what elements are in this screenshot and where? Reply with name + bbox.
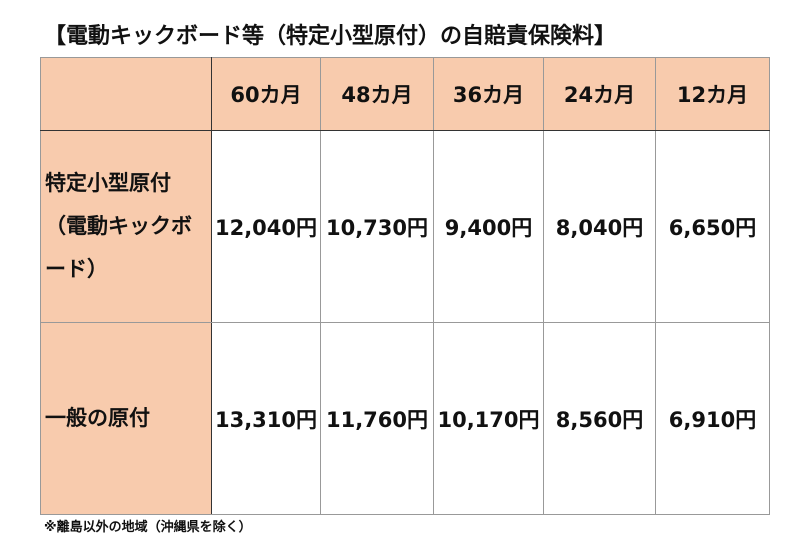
- header-cell: 36カ月: [433, 57, 544, 131]
- corner-cell: [40, 57, 212, 131]
- value-cell: 13,310円: [211, 322, 321, 515]
- header-cell: 12カ月: [655, 57, 770, 131]
- row-header: 一般の原付: [40, 322, 212, 515]
- table-title: 【電動キックボード等（特定小型原付）の自賠責保険料】: [44, 24, 617, 49]
- insurance-table: 60カ月 48カ月 36カ月 24カ月 12カ月 特定小型原付（電動キックボード…: [40, 57, 770, 515]
- table-row: 特定小型原付（電動キックボード） 12,040円 10,730円 9,400円 …: [40, 130, 770, 323]
- value-cell: 8,040円: [543, 130, 656, 323]
- table-row: 一般の原付 13,310円 11,760円 10,170円 8,560円 6,9…: [40, 322, 770, 515]
- value-cell: 9,400円: [433, 130, 544, 323]
- value-cell: 6,910円: [655, 322, 770, 515]
- value-cell: 6,650円: [655, 130, 770, 323]
- value-cell: 10,170円: [433, 322, 544, 515]
- header-row: 60カ月 48カ月 36カ月 24カ月 12カ月: [40, 57, 770, 131]
- header-cell: 24カ月: [543, 57, 656, 131]
- value-cell: 10,730円: [320, 130, 434, 323]
- row-header: 特定小型原付（電動キックボード）: [40, 130, 212, 323]
- header-cell: 48カ月: [320, 57, 434, 131]
- value-cell: 8,560円: [543, 322, 656, 515]
- footnote: ※離島以外の地域（沖縄県を除く）: [44, 520, 252, 535]
- value-cell: 11,760円: [320, 322, 434, 515]
- value-cell: 12,040円: [211, 130, 321, 323]
- header-cell: 60カ月: [211, 57, 321, 131]
